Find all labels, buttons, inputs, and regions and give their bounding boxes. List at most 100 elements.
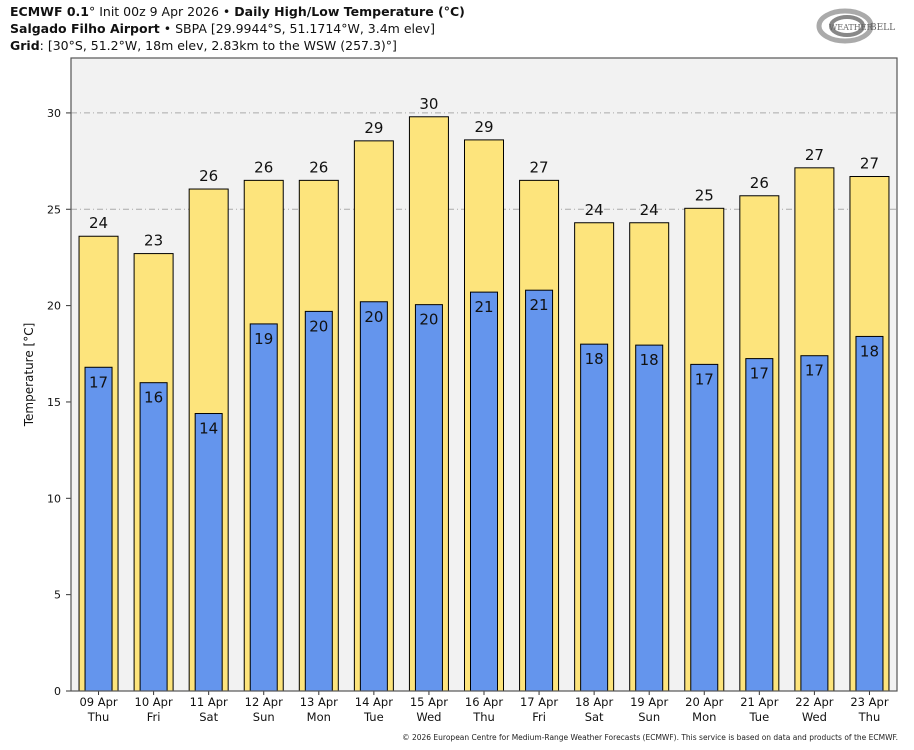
header-line-2: Salgado Filho Airport • SBPA [29.9944°S,… [10, 21, 435, 36]
weatherbell-logo: WEATHER BELL [816, 8, 895, 44]
x-tick-date: 13 Apr [300, 695, 338, 709]
low-bar [470, 291, 498, 692]
low-bar [194, 413, 223, 692]
x-tick-day: Fri [147, 710, 161, 724]
high-data-label: 27 [805, 146, 824, 164]
svg-text:BELL: BELL [870, 23, 895, 33]
high-data-label: 23 [144, 232, 163, 250]
high-data-label: 26 [254, 158, 273, 176]
high-data-label: 24 [585, 201, 604, 219]
x-tick-day: Tue [363, 710, 384, 724]
degree-sign: ° [88, 4, 96, 19]
low-bar [745, 358, 774, 692]
low-bar [800, 355, 829, 692]
x-tick-date: 10 Apr [135, 695, 173, 709]
high-data-label: 29 [474, 118, 493, 136]
low-bar [855, 335, 884, 692]
low-bar [249, 323, 278, 692]
low-data-label: 21 [530, 296, 549, 314]
low-data-label: 16 [144, 389, 163, 407]
x-tick-date: 11 Apr [190, 695, 228, 709]
header-line-3: Grid: [30°S, 51.2°W, 18m elev, 2.83km to… [10, 38, 397, 53]
station-name: Salgado Filho Airport [10, 21, 160, 36]
low-data-label: 20 [309, 317, 328, 335]
low-bar [84, 366, 113, 692]
low-bar [359, 301, 388, 692]
header-line-1: ECMWF 0.1° Init 00z 9 Apr 2026 • Daily H… [10, 4, 465, 19]
high-data-label: 30 [419, 95, 438, 113]
x-tick-date: 18 Apr [575, 695, 613, 709]
low-bar [690, 363, 719, 692]
grid-info: : [30°S, 51.2°W, 18m elev, 2.83km to the… [39, 38, 397, 53]
x-tick-date: 19 Apr [630, 695, 668, 709]
x-tick-day: Sun [253, 710, 275, 724]
x-tick-day: Sun [638, 710, 660, 724]
copyright-footer: © 2026 European Centre for Medium-Range … [402, 733, 898, 742]
grid-label: Grid [10, 38, 40, 53]
x-tick-date: 15 Apr [410, 695, 448, 709]
low-bar [635, 344, 664, 692]
high-data-label: 26 [309, 158, 328, 176]
x-tick-date: 23 Apr [850, 695, 888, 709]
y-tick-label: 30 [47, 107, 61, 120]
svg-text:WEATHER: WEATHER [829, 23, 874, 32]
low-data-label: 18 [860, 342, 879, 360]
low-bar [414, 304, 443, 692]
x-tick-day: Sat [585, 710, 604, 724]
y-tick-label: 15 [47, 396, 61, 409]
x-tick-date: 09 Apr [79, 695, 117, 709]
high-data-label: 26 [199, 167, 218, 185]
low-data-label: 17 [89, 373, 108, 391]
plot-frame [70, 57, 898, 692]
low-bar [580, 343, 609, 692]
y-tick-label: 0 [54, 685, 61, 698]
low-bar [304, 310, 333, 692]
x-tick-day: Fri [532, 710, 546, 724]
x-tick-day: Mon [307, 710, 331, 724]
chart-title: Daily High/Low Temperature (°C) [234, 4, 465, 19]
low-bar [139, 382, 168, 692]
low-data-label: 21 [474, 298, 493, 316]
high-data-label: 29 [364, 119, 383, 137]
x-tick-date: 22 Apr [795, 695, 833, 709]
low-data-label: 20 [364, 308, 383, 326]
x-tick-day: Thu [472, 710, 495, 724]
y-tick-label: 5 [54, 589, 61, 602]
y-axis-label: Temperature [°C] [22, 323, 36, 428]
low-data-label: 19 [254, 330, 273, 348]
x-tick-day: Mon [692, 710, 716, 724]
low-data-label: 18 [640, 351, 659, 369]
x-tick-date: 14 Apr [355, 695, 393, 709]
x-tick-day: Thu [87, 710, 110, 724]
high-data-label: 24 [89, 214, 108, 232]
x-tick-date: 12 Apr [245, 695, 283, 709]
high-data-label: 24 [640, 201, 659, 219]
low-data-label: 14 [199, 420, 218, 438]
x-tick-day: Thu [858, 710, 881, 724]
x-tick-day: Wed [802, 710, 827, 724]
low-data-label: 17 [750, 365, 769, 383]
x-tick-day: Sat [199, 710, 218, 724]
low-data-label: 17 [695, 370, 714, 388]
x-tick-date: 21 Apr [740, 695, 778, 709]
high-data-label: 27 [530, 158, 549, 176]
high-data-label: 26 [750, 174, 769, 192]
low-data-label: 17 [805, 362, 824, 380]
high-data-label: 25 [695, 186, 714, 204]
low-data-label: 20 [419, 311, 438, 329]
y-tick-label: 20 [47, 300, 61, 313]
x-tick-day: Tue [749, 710, 770, 724]
high-data-label: 27 [860, 155, 879, 173]
low-data-label: 18 [585, 350, 604, 368]
x-tick-date: 16 Apr [465, 695, 503, 709]
station-info: • SBPA [29.9944°S, 51.1714°W, 3.4m elev] [159, 21, 435, 36]
x-tick-date: 20 Apr [685, 695, 723, 709]
x-tick-day: Wed [416, 710, 441, 724]
x-tick-date: 17 Apr [520, 695, 558, 709]
low-bar [525, 289, 554, 692]
y-tick-label: 10 [47, 492, 61, 505]
model-name: ECMWF 0.1 [10, 4, 89, 19]
y-tick-label: 25 [47, 203, 61, 216]
init-time: Init 00z 9 Apr 2026 • [95, 4, 235, 19]
